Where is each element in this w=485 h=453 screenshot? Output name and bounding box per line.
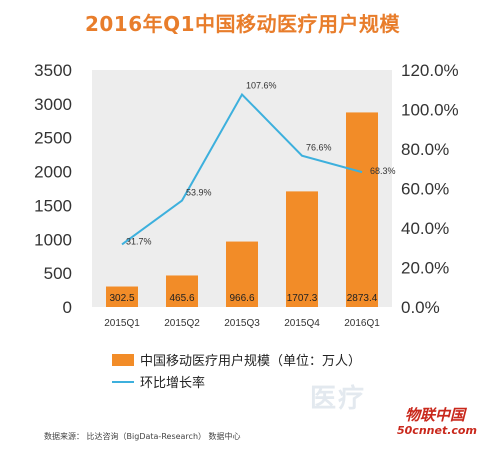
y-left-tick-label: 500: [44, 264, 72, 283]
bar: [166, 275, 198, 307]
bar: [346, 112, 378, 307]
y-right-tick-label: 100.0%: [401, 101, 459, 120]
growth-rate-line: [121, 92, 363, 246]
bar: [226, 241, 258, 307]
legend-swatch-line: [112, 380, 134, 383]
growth-rate-label: 68.3%: [370, 166, 396, 176]
growth-rate-label: 53.9%: [186, 188, 212, 198]
watermark-medical: 医疗: [310, 384, 367, 414]
legend-item-line: 环比增长率: [112, 372, 205, 391]
bar-value-label: 2873.4: [347, 293, 378, 304]
growth-rate-label: 107.6%: [246, 80, 277, 90]
y-left-tick-label: 3000: [34, 95, 72, 114]
chart-title: 2016年Q1中国移动医疗用户规模: [84, 12, 401, 36]
y-left-tick-label: 2000: [34, 163, 72, 182]
y-left-tick-label: 3500: [34, 61, 72, 80]
y-right-tick-label: 20.0%: [401, 259, 449, 278]
x-tick-label: 2015Q1: [104, 318, 140, 329]
y-right-tick-label: 0.0%: [401, 298, 440, 317]
growth-rate-label: 31.7%: [126, 236, 152, 246]
y-left-tick-label: 1000: [34, 230, 72, 249]
x-tick-label: 2015Q4: [284, 318, 320, 329]
watermark-url: 50cnnet.com: [397, 424, 477, 437]
bar: [106, 286, 138, 307]
watermark-logo-text: 物联中国: [405, 406, 466, 424]
bar-value-label: 465.6: [169, 293, 194, 304]
legend-swatch-bar: [112, 353, 134, 366]
source-note: 数据来源： 比达咨询（BigData-Research） 数据中心: [44, 432, 241, 441]
x-tick-label: 2015Q2: [164, 318, 200, 329]
legend-item-bar: 中国移动医疗用户规模（单位：万人）: [112, 350, 361, 369]
y-right-tick-label: 80.0%: [401, 140, 449, 159]
y-right-tick-label: 60.0%: [401, 180, 449, 199]
x-tick-label: 2016Q1: [344, 318, 380, 329]
bar: [286, 191, 318, 307]
y-left-tick-label: 1500: [34, 196, 72, 215]
legend-label-bar: 中国移动医疗用户规模（单位：万人）: [140, 354, 362, 369]
growth-rate-label: 76.6%: [306, 143, 332, 153]
bar-value-label: 966.6: [229, 293, 254, 304]
y-left-tick-label: 0: [63, 298, 72, 317]
y-left-tick-label: 2500: [34, 129, 72, 148]
legend-label-line: 环比增长率: [140, 376, 206, 391]
y-right-tick-label: 120.0%: [401, 61, 459, 80]
bar-value-label: 302.5: [109, 293, 134, 304]
bar-value-label: 1707.3: [287, 293, 318, 304]
x-tick-label: 2015Q3: [224, 318, 260, 329]
y-right-tick-label: 40.0%: [401, 219, 449, 238]
